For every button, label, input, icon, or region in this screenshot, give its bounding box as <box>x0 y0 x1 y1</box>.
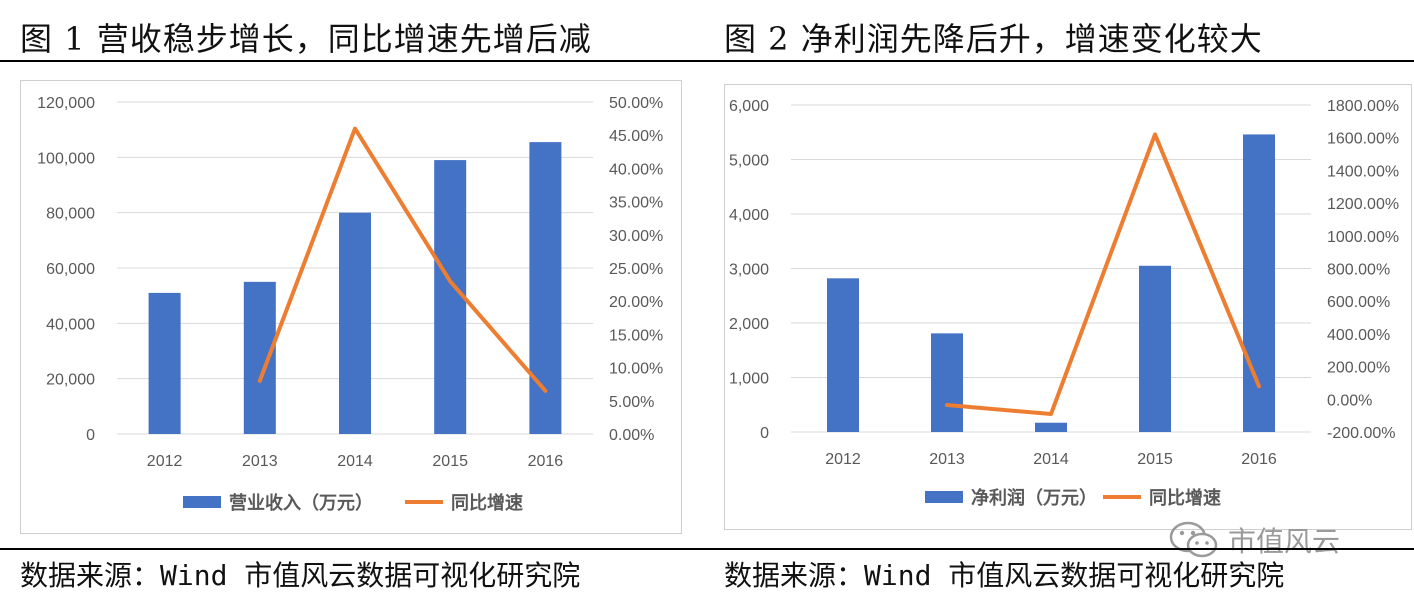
chart1-x-label: 2012 <box>147 453 183 470</box>
chart2-x-label: 2016 <box>1241 451 1277 468</box>
chart1-right-tick: 35.00% <box>609 195 663 212</box>
chart1-left-tick: 60,000 <box>46 261 95 278</box>
chart2-right-tick: 600.00% <box>1327 294 1390 311</box>
chart2-left-tick: 5,000 <box>729 153 769 170</box>
chart1-right-tick: 30.00% <box>609 228 663 245</box>
top-rule <box>0 60 1414 62</box>
chart1-legend-line-label: 同比增速 <box>451 492 523 513</box>
chart1-legend-bar-label: 营业收入（万元） <box>229 492 373 513</box>
chart1-bar <box>339 212 371 434</box>
chart1-right-tick: 15.00% <box>609 327 663 344</box>
figure2-title: 图 2 净利润先降后升，增速变化较大 <box>724 20 1263 58</box>
chart1-growth-line <box>257 126 548 393</box>
chart1-left-tick: 20,000 <box>46 372 95 389</box>
chart2-left-tick: 1,000 <box>729 371 769 388</box>
chart2-x-label: 2012 <box>825 451 861 468</box>
chart2-left-tick: 6,000 <box>729 98 769 115</box>
chart2-right-tick: 200.00% <box>1327 360 1390 377</box>
chart2-panel: 0 1,000 2,000 3,000 4,000 5,000 6,000 -200.00% 0… <box>724 84 1412 530</box>
figure1-source: 数据来源：Wind 市值风云数据可视化研究院 <box>20 559 581 592</box>
chart2-legend-bar-swatch <box>925 491 963 503</box>
chart1-bar <box>148 292 181 434</box>
chart1-bar <box>243 281 276 434</box>
chart1-left-tick: 100,000 <box>37 150 95 167</box>
chart1-svg: 0 20,000 40,000 60,000 80,000 100,000 120,000 0… <box>37 95 663 513</box>
chart2-x-label: 2015 <box>1137 451 1173 468</box>
chart1-right-tick: 45.00% <box>609 128 663 145</box>
watermark-text: 市值风云 <box>1228 525 1341 558</box>
chart1-right-tick: 5.00% <box>609 394 654 411</box>
chart1-bar <box>434 160 467 434</box>
chart1-left-tick: 0 <box>86 427 95 444</box>
chart2-bar <box>1035 422 1067 432</box>
chart2-left-tick: 4,000 <box>729 207 769 224</box>
chart1-legend-bar-swatch <box>183 496 221 508</box>
wechat-icon <box>1169 521 1218 558</box>
chart1-x-label: 2013 <box>242 453 278 470</box>
chart2-right-tick: 400.00% <box>1327 327 1390 344</box>
bottom-rule <box>0 548 1414 550</box>
chart2-right-tick: -200.00% <box>1327 425 1396 442</box>
chart1-left-tick: 40,000 <box>46 316 95 333</box>
chart2-right-tick: 1200.00% <box>1327 196 1399 213</box>
chart2-svg: 0 1,000 2,000 3,000 4,000 5,000 6,000 -200.00% 0… <box>729 98 1399 508</box>
chart1-bar <box>529 142 562 434</box>
chart2-right-tick: 800.00% <box>1327 262 1390 279</box>
chart1-right-tick: 25.00% <box>609 261 663 278</box>
chart1-right-tick: 0.00% <box>609 427 654 444</box>
chart2-growth-line <box>945 132 1261 417</box>
chart2-legend-line-label: 同比增速 <box>1149 487 1221 508</box>
chart1-right-tick: 40.00% <box>609 161 663 178</box>
chart1-right-tick: 10.00% <box>609 361 663 378</box>
chart2-left-tick: 0 <box>760 425 769 442</box>
chart1-right-tick: 20.00% <box>609 294 663 311</box>
chart2-right-tick: 1000.00% <box>1327 229 1399 246</box>
chart2-right-tick: 0.00% <box>1327 392 1372 409</box>
chart2-right-tick: 1400.00% <box>1327 163 1399 180</box>
chart1-x-label: 2016 <box>528 453 564 470</box>
figure1-title: 图 1 营收稳步增长，同比增速先增后减 <box>20 20 592 58</box>
chart2-right-tick: 1800.00% <box>1327 98 1399 115</box>
figure2-source: 数据来源：Wind 市值风云数据可视化研究院 <box>724 559 1285 592</box>
chart2-x-label: 2014 <box>1033 451 1069 468</box>
chart2-left-tick: 3,000 <box>729 262 769 279</box>
chart2-bar <box>827 278 859 432</box>
chart2-right-tick: 1600.00% <box>1327 131 1399 148</box>
watermark: 市值风云 <box>1168 520 1340 560</box>
chart1-x-label: 2015 <box>432 453 468 470</box>
chart1-panel: 0 20,000 40,000 60,000 80,000 100,000 120,000 0… <box>20 80 682 534</box>
chart2-bar <box>931 333 963 432</box>
chart2-x-label: 2013 <box>929 451 965 468</box>
chart2-bar <box>1139 265 1171 432</box>
chart1-x-label: 2014 <box>337 453 373 470</box>
chart1-left-tick: 120,000 <box>37 95 95 112</box>
chart1-left-tick: 80,000 <box>46 206 95 223</box>
chart1-right-tick: 50.00% <box>609 95 663 112</box>
chart2-legend-bar-label: 净利润（万元） <box>971 487 1097 508</box>
chart2-left-tick: 2,000 <box>729 316 769 333</box>
